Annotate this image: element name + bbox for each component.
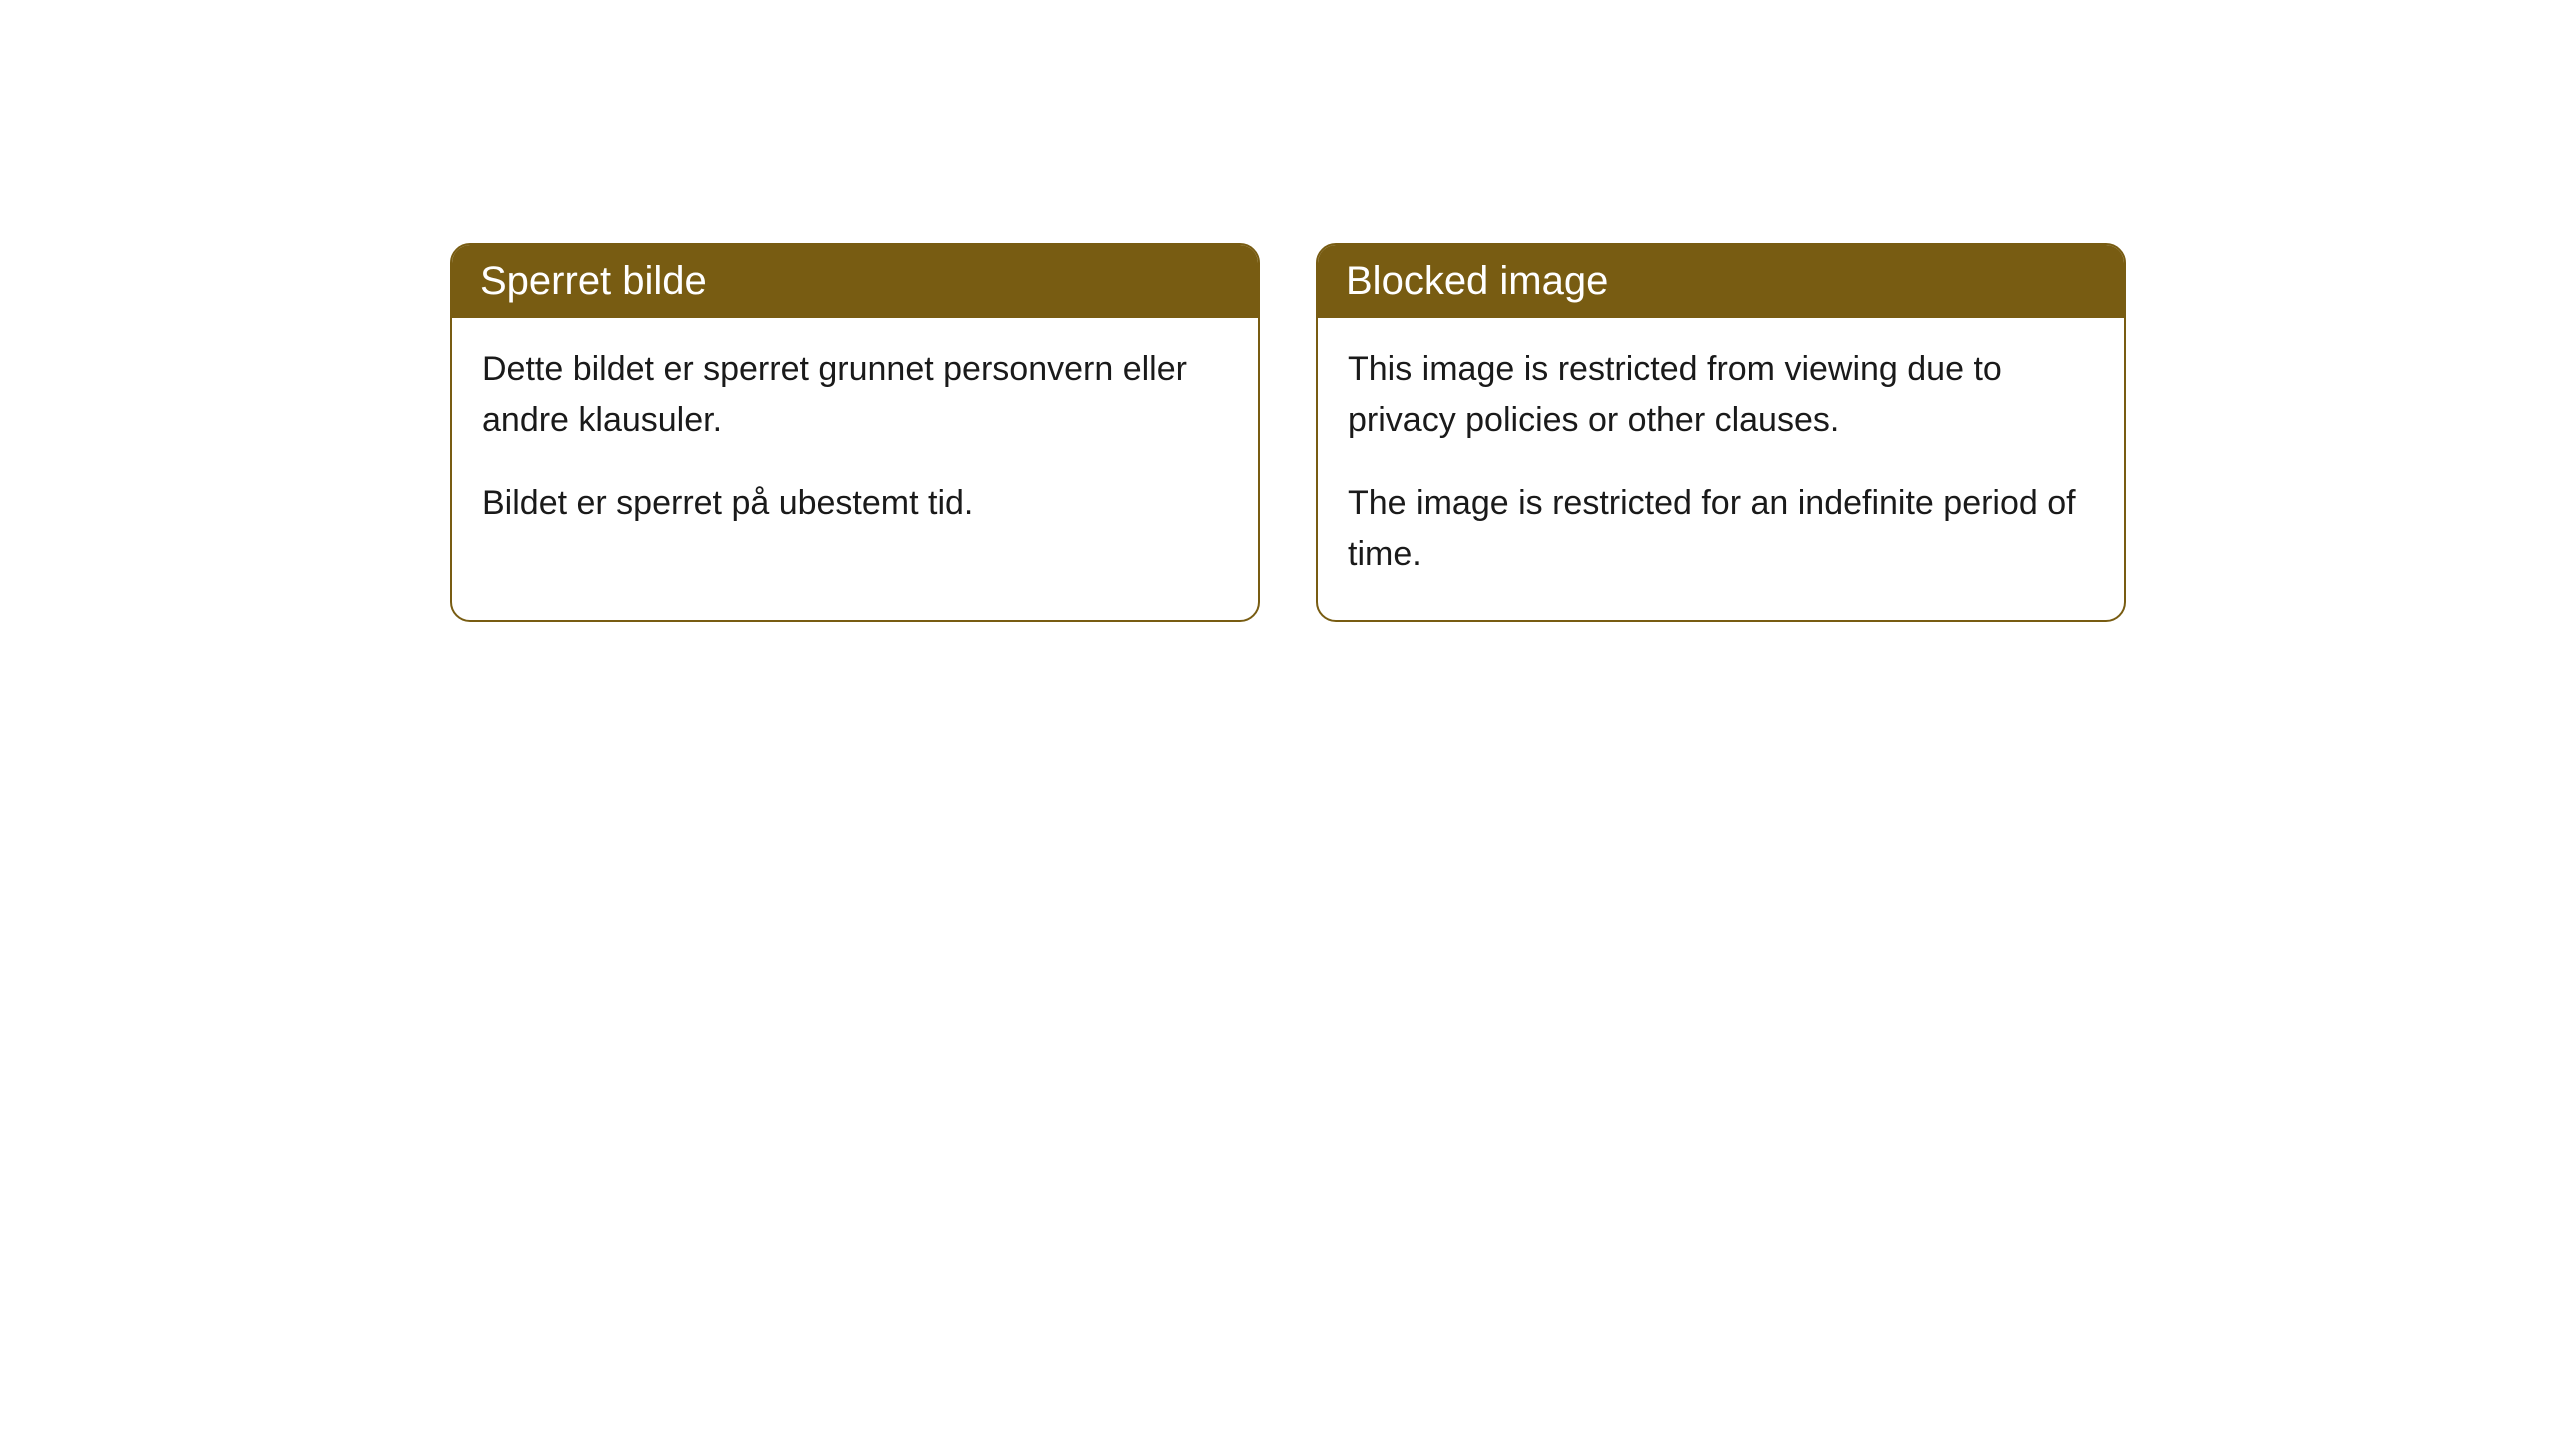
card-body: This image is restricted from viewing du…: [1318, 318, 2124, 620]
notice-card-norwegian: Sperret bilde Dette bildet er sperret gr…: [450, 243, 1260, 622]
card-header: Sperret bilde: [452, 245, 1258, 318]
notice-card-english: Blocked image This image is restricted f…: [1316, 243, 2126, 622]
notice-paragraph: The image is restricted for an indefinit…: [1348, 478, 2094, 580]
notice-container: Sperret bilde Dette bildet er sperret gr…: [0, 0, 2560, 622]
notice-paragraph: Dette bildet er sperret grunnet personve…: [482, 344, 1228, 446]
notice-paragraph: This image is restricted from viewing du…: [1348, 344, 2094, 446]
card-title: Sperret bilde: [480, 259, 707, 303]
card-header: Blocked image: [1318, 245, 2124, 318]
notice-paragraph: Bildet er sperret på ubestemt tid.: [482, 478, 1228, 529]
card-body: Dette bildet er sperret grunnet personve…: [452, 318, 1258, 569]
card-title: Blocked image: [1346, 259, 1608, 303]
